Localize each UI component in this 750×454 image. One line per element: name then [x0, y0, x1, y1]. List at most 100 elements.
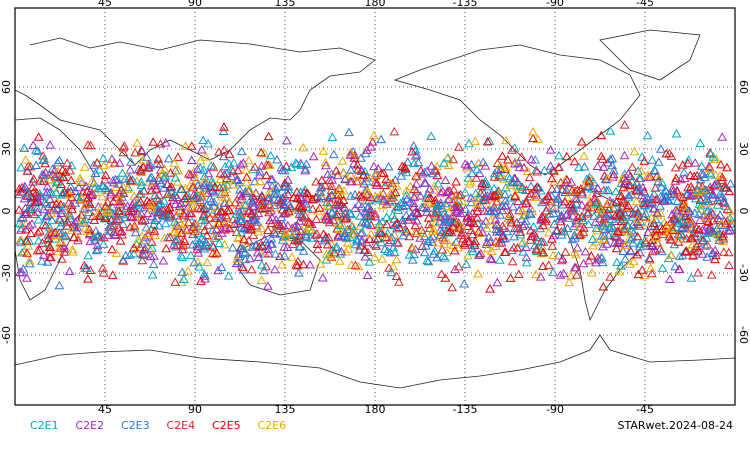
- legend-entry: C2E3: [121, 419, 150, 432]
- marker: [45, 242, 56, 251]
- marker: [236, 146, 247, 156]
- marker: [672, 234, 683, 243]
- marker: [639, 270, 650, 280]
- marker: [360, 216, 371, 226]
- marker: [33, 132, 44, 141]
- marker: [645, 263, 656, 273]
- y-tick-label-left: -30: [0, 264, 13, 282]
- marker: [419, 167, 430, 176]
- marker: [136, 145, 147, 154]
- marker: [196, 276, 206, 285]
- marker: [40, 167, 51, 177]
- marker: [98, 181, 109, 191]
- marker: [112, 214, 122, 224]
- marker: [432, 237, 443, 247]
- marker: [259, 148, 270, 158]
- marker: [281, 228, 291, 238]
- marker: [25, 228, 36, 238]
- marker: [725, 225, 736, 234]
- marker: [19, 143, 30, 152]
- marker: [508, 201, 518, 211]
- marker: [176, 184, 186, 193]
- marker: [182, 190, 193, 199]
- y-tick-label-left: 0: [0, 208, 13, 215]
- marker: [133, 211, 143, 220]
- marker: [436, 269, 447, 278]
- marker: [356, 237, 367, 246]
- marker: [234, 206, 245, 216]
- marker: [562, 223, 573, 233]
- marker: [56, 236, 67, 245]
- marker: [532, 182, 543, 191]
- marker: [389, 126, 400, 136]
- marker: [314, 203, 325, 212]
- marker: [232, 218, 243, 228]
- marker: [490, 190, 501, 199]
- marker: [29, 209, 40, 219]
- marker: [514, 223, 524, 233]
- marker: [57, 165, 68, 174]
- marker: [538, 220, 549, 230]
- marker: [329, 247, 340, 257]
- marker: [560, 196, 570, 206]
- marker: [160, 137, 171, 147]
- marker: [41, 211, 52, 221]
- marker: [553, 162, 564, 171]
- marker: [680, 211, 690, 220]
- marker: [79, 201, 90, 210]
- marker: [561, 151, 572, 161]
- marker: [429, 181, 440, 190]
- marker: [632, 249, 642, 259]
- marker: [243, 155, 254, 165]
- marker: [208, 241, 219, 251]
- marker: [235, 159, 246, 169]
- marker: [196, 144, 207, 154]
- marker: [314, 193, 325, 203]
- marker: [536, 236, 547, 246]
- marker: [284, 206, 294, 216]
- marker: [323, 192, 334, 202]
- marker: [205, 193, 216, 203]
- marker: [715, 192, 725, 202]
- marker: [366, 142, 376, 151]
- marker: [219, 181, 230, 191]
- marker: [443, 160, 454, 169]
- marker: [635, 239, 645, 248]
- marker: [275, 220, 286, 229]
- marker: [528, 126, 538, 136]
- marker: [432, 206, 443, 216]
- marker: [66, 175, 76, 184]
- marker: [72, 192, 83, 201]
- marker: [577, 211, 587, 220]
- marker: [327, 208, 337, 217]
- legend-entry: C2E4: [167, 419, 196, 432]
- marker: [20, 154, 31, 164]
- marker: [33, 227, 43, 237]
- marker: [194, 237, 205, 247]
- marker: [671, 222, 681, 231]
- marker: [279, 208, 290, 218]
- marker: [272, 188, 282, 197]
- marker: [238, 158, 249, 167]
- marker: [575, 229, 585, 239]
- marker: [553, 250, 564, 260]
- marker: [666, 189, 676, 198]
- marker: [362, 189, 373, 199]
- marker: [105, 189, 116, 199]
- marker: [326, 181, 337, 190]
- marker: [611, 197, 622, 206]
- marker: [652, 207, 663, 217]
- marker: [93, 230, 104, 239]
- marker: [654, 173, 664, 182]
- marker: [199, 208, 210, 218]
- marker: [282, 242, 293, 251]
- marker: [473, 268, 483, 278]
- marker: [264, 201, 275, 211]
- marker: [168, 227, 179, 236]
- marker: [82, 226, 92, 235]
- marker: [507, 176, 518, 185]
- marker: [105, 158, 115, 168]
- marker: [527, 231, 538, 240]
- marker: [218, 126, 229, 135]
- marker: [50, 227, 61, 236]
